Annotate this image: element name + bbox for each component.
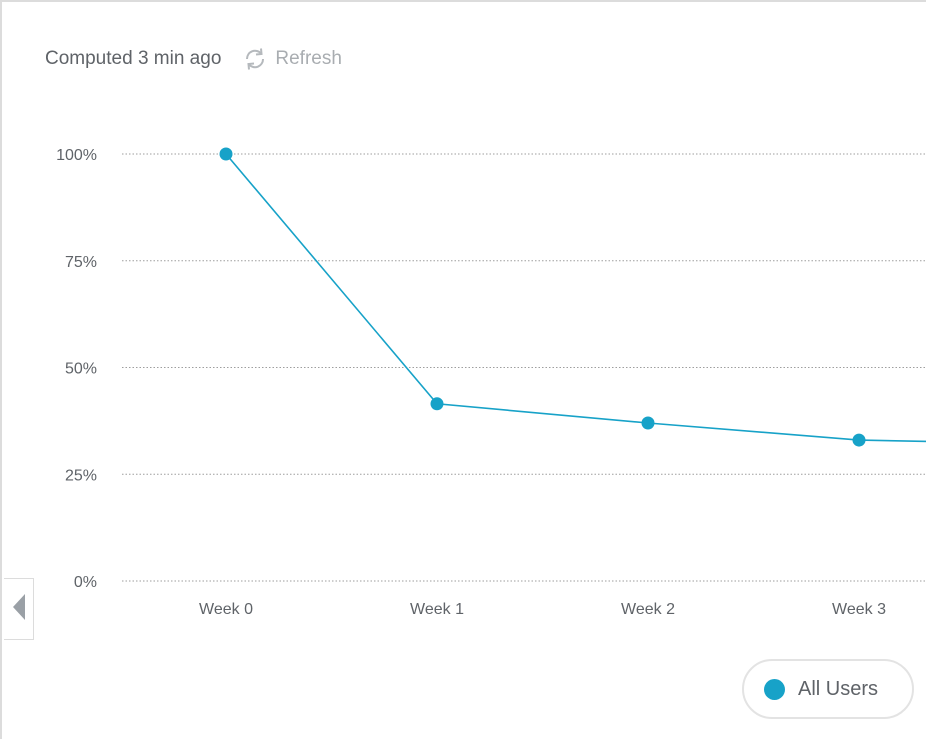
collapse-panel-button[interactable] <box>4 578 34 640</box>
x-tick-label: Week 3 <box>832 601 886 618</box>
data-point <box>642 417 655 430</box>
y-tick-label: 50% <box>65 361 97 378</box>
chevron-left-icon <box>11 592 27 627</box>
y-tick-label: 25% <box>65 467 97 484</box>
legend-dot <box>764 679 785 700</box>
y-tick-label: 100% <box>56 147 97 164</box>
legend-item-all-users[interactable]: All Users <box>742 659 914 719</box>
legend-label: All Users <box>798 678 878 701</box>
data-point <box>853 434 866 447</box>
x-tick-label: Week 0 <box>199 601 253 618</box>
data-point <box>431 397 444 410</box>
y-tick-label: 75% <box>65 254 97 271</box>
series-line <box>226 154 926 441</box>
x-tick-label: Week 1 <box>410 601 464 618</box>
y-tick-label: 0% <box>74 574 97 591</box>
data-point <box>220 148 233 161</box>
x-tick-label: Week 2 <box>621 601 675 618</box>
